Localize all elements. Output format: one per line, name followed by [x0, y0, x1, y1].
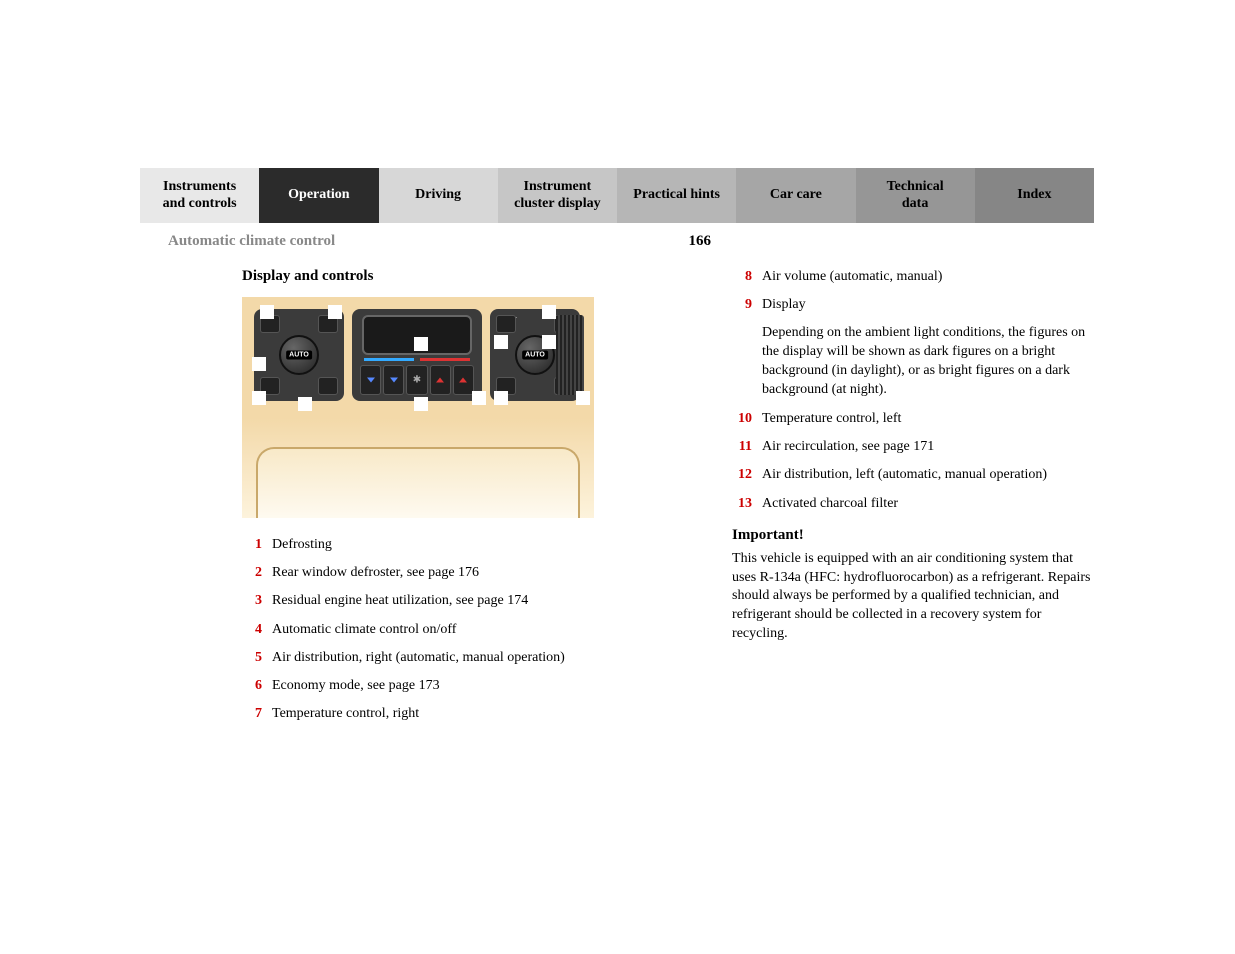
left-control-panel: AUTO [254, 309, 344, 401]
section-title: Automatic climate control [168, 233, 335, 250]
callout-item: 7 Temperature control, right [242, 705, 692, 723]
temp-up-button [453, 365, 474, 395]
callout-item: 5 Air distribution, right (automatic, man… [242, 649, 692, 667]
callout-item: 6 Economy mode, see page 173 [242, 677, 692, 695]
callout-box [542, 335, 556, 349]
callout-number: 1 [242, 536, 262, 554]
fan-button: ✱ [406, 365, 427, 395]
callout-item: 8 Air volume (automatic, manual) [732, 268, 1094, 286]
callout-text: Automatic climate control on/off [272, 621, 456, 639]
display-note: Depending on the ambient light condition… [762, 324, 1094, 400]
auto-label: AUTO [522, 351, 548, 360]
callout-text: Temperature control, left [762, 410, 901, 428]
callout-text: Economy mode, see page 173 [272, 677, 440, 695]
tab-car-care[interactable]: Car care [736, 168, 855, 223]
tab-bar: Instrumentsand controlsOperationDrivingI… [140, 168, 1094, 223]
callout-text: Air recirculation, see page 171 [762, 438, 934, 456]
callout-text: Air distribution, left (automatic, manua… [762, 466, 1047, 484]
callout-box [542, 305, 556, 319]
callout-number: 13 [732, 495, 752, 513]
subheader: Automatic climate control 166 [140, 233, 1094, 250]
manual-page: Instrumentsand controlsOperationDrivingI… [140, 168, 1094, 733]
callout-box [472, 391, 486, 405]
tab-instruments-and-controls[interactable]: Instrumentsand controls [140, 168, 259, 223]
subtitle: Display and controls [242, 268, 692, 285]
dashboard-trim [256, 447, 580, 518]
callout-box [576, 391, 590, 405]
center-display-panel: ✱ [352, 309, 482, 401]
callout-box [494, 391, 508, 405]
callout-number: 6 [242, 677, 262, 695]
callout-item: 1 Defrosting [242, 536, 692, 554]
hot-bar [420, 358, 470, 361]
tab-instrument-cluster-display[interactable]: Instrumentcluster display [498, 168, 617, 223]
important-text: This vehicle is equipped with an air con… [732, 550, 1094, 644]
callout-box [328, 305, 342, 319]
left-column: Display and controls AUTO [242, 268, 692, 733]
cold-bar [364, 358, 414, 361]
callout-box [414, 337, 428, 351]
callout-box [414, 397, 428, 411]
callout-item: 3 Residual engine heat utilization, see p… [242, 592, 692, 610]
callout-item: 4 Automatic climate control on/off [242, 621, 692, 639]
callout-text: Activated charcoal filter [762, 495, 898, 513]
callout-box [298, 397, 312, 411]
tab-practical-hints[interactable]: Practical hints [617, 168, 736, 223]
callout-list-left: 1 Defrosting 2 Rear window defroster, see p… [242, 536, 692, 723]
fan-down-button [383, 365, 404, 395]
callout-number: 2 [242, 564, 262, 582]
callout-number: 7 [242, 705, 262, 723]
callout-item: 11 Air recirculation, see page 171 [732, 438, 1094, 456]
important-heading: Important! [732, 527, 1094, 544]
callout-text: Air volume (automatic, manual) [762, 268, 942, 286]
callout-text: Rear window defroster, see page 176 [272, 564, 479, 582]
callout-text: Defrosting [272, 536, 332, 554]
air-vent [556, 315, 584, 395]
content-columns: Display and controls AUTO [140, 268, 1094, 733]
tab-index[interactable]: Index [975, 168, 1094, 223]
callout-item: 2 Rear window defroster, see page 176 [242, 564, 692, 582]
tab-technical-data[interactable]: Technicaldata [856, 168, 975, 223]
callout-number: 3 [242, 592, 262, 610]
callout-number: 12 [732, 466, 752, 484]
callout-number: 4 [242, 621, 262, 639]
page-number: 166 [689, 233, 712, 250]
callout-box [252, 391, 266, 405]
callout-number: 10 [732, 410, 752, 428]
right-control-panel: REST EC AUTO [490, 309, 580, 401]
callout-item: 13 Activated charcoal filter [732, 495, 1094, 513]
right-column: 8Air volume (automatic, manual)9Display … [732, 268, 1094, 733]
tab-driving[interactable]: Driving [379, 168, 498, 223]
callout-list-right-bottom: 10 Temperature control, left 11 Air recircu… [732, 410, 1094, 513]
callout-text: Residual engine heat utilization, see pa… [272, 592, 528, 610]
tab-operation[interactable]: Operation [259, 168, 378, 223]
callout-number: 8 [732, 268, 752, 286]
temp-down-button [360, 365, 381, 395]
callout-box [252, 357, 266, 371]
callout-list-right-top: 8 Air volume (automatic, manual) 9 Display [732, 268, 1094, 314]
callout-text: Air distribution, right (automatic, manu… [272, 649, 565, 667]
callout-number: 11 [732, 438, 752, 456]
callout-box [494, 335, 508, 349]
callout-number: 9 [732, 296, 752, 314]
callout-text: Temperature control, right [272, 705, 419, 723]
callout-text: Display [762, 296, 806, 314]
panel-button [496, 315, 516, 333]
callout-item: 12 Air distribution, left (automatic, man… [732, 466, 1094, 484]
callout-item: 10 Temperature control, left [732, 410, 1094, 428]
callout-item: 9 Display [732, 296, 1094, 314]
auto-label: AUTO [286, 351, 312, 360]
center-button-row: ✱ [360, 365, 474, 395]
callout-box [260, 305, 274, 319]
callout-number: 5 [242, 649, 262, 667]
panel-button [318, 377, 338, 395]
fan-up-button [430, 365, 451, 395]
climate-control-figure: AUTO ✱ REST [242, 297, 594, 518]
rotary-knob: AUTO [279, 335, 319, 375]
